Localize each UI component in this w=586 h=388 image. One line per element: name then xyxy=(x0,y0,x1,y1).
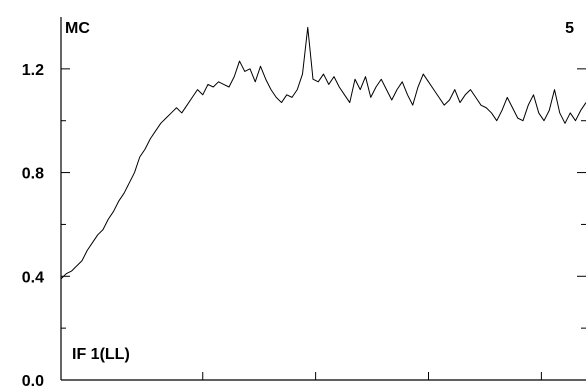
y-tick-label: 0.0 xyxy=(22,373,44,388)
y-tick-label: 0.8 xyxy=(22,166,44,183)
y-tick-label: 0.4 xyxy=(22,269,44,286)
annotation-bottom-left: IF 1(LL) xyxy=(72,346,130,363)
chart-series xyxy=(60,26,586,280)
annotation-top-left: MC xyxy=(65,20,90,37)
annotation-top-right: 5 xyxy=(565,20,574,37)
data-line xyxy=(60,26,586,280)
chart-axes xyxy=(60,17,586,381)
y-tick-label: 1.2 xyxy=(22,62,44,79)
chart-labels: 0.0 0.4 0.8 1.2 MC 5 IF 1(LL) xyxy=(22,20,574,388)
